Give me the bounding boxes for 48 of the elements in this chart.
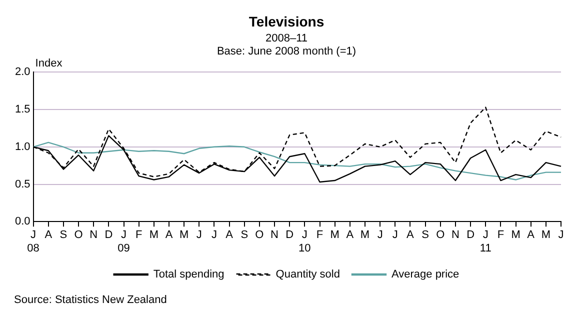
x-tick-label: M: [330, 229, 340, 242]
x-tick-label: S: [422, 229, 429, 242]
x-tick-label: A: [527, 229, 536, 242]
source-note: Source: Statistics New Zealand: [14, 294, 168, 306]
x-tick-label: A: [346, 229, 354, 242]
x-tick-label: J: [211, 229, 217, 242]
x-tick-label: F: [497, 229, 504, 242]
x-tick-label: O: [255, 229, 264, 242]
x-tick-label: J 08: [27, 229, 40, 254]
x-tick-label: S: [60, 229, 68, 242]
x-tick-label: N: [270, 229, 279, 242]
legend-label: Quantity sold: [276, 268, 340, 281]
x-tick-label: J: [377, 229, 383, 242]
y-tick-label: 2.0: [14, 66, 30, 78]
x-tick-label: M: [511, 229, 520, 242]
x-tick-label: M: [360, 229, 370, 242]
chart-subtitle: 2008–11 Base: June 2008 month (=1): [216, 32, 356, 58]
x-tick-label: F: [316, 229, 324, 242]
x-tick-label: A: [44, 229, 53, 242]
y-tick-label: 0.0: [14, 216, 30, 228]
x-tick-label: J: [196, 229, 202, 242]
x-tick-label: J 11: [480, 229, 492, 254]
x-tick-label: N: [451, 229, 460, 242]
x-tick-label: J: [392, 229, 398, 242]
x-tick-label: J 09: [118, 229, 130, 254]
x-tick-label: F: [135, 229, 142, 242]
x-tick-label: J: [558, 229, 564, 242]
x-tick-label: M: [149, 229, 158, 242]
x-tick-label: D: [104, 229, 113, 242]
x-tick-label: D: [286, 229, 294, 242]
x-tick-label: M: [541, 229, 551, 242]
x-tick-label: N: [90, 229, 98, 242]
y-tick-label: 1.0: [14, 140, 30, 153]
chart-title: Televisions: [248, 13, 324, 30]
x-tick-label: O: [74, 229, 84, 242]
x-tick-label: A: [165, 229, 174, 242]
x-tick-label: D: [466, 229, 475, 242]
y-tick-label: 0.5: [14, 178, 30, 190]
x-tick-label: J 10: [298, 229, 311, 254]
y-axis-title: Index: [35, 58, 63, 70]
x-tick-label: A: [226, 229, 234, 242]
legend-label: Average price: [391, 268, 460, 281]
x-tick-label: O: [436, 229, 446, 242]
legend-label: Total spending: [153, 268, 224, 281]
y-tick-label: 1.5: [14, 104, 30, 116]
x-tick-label: M: [179, 229, 189, 242]
x-tick-label: S: [240, 229, 248, 242]
x-tick-label: A: [406, 229, 415, 242]
